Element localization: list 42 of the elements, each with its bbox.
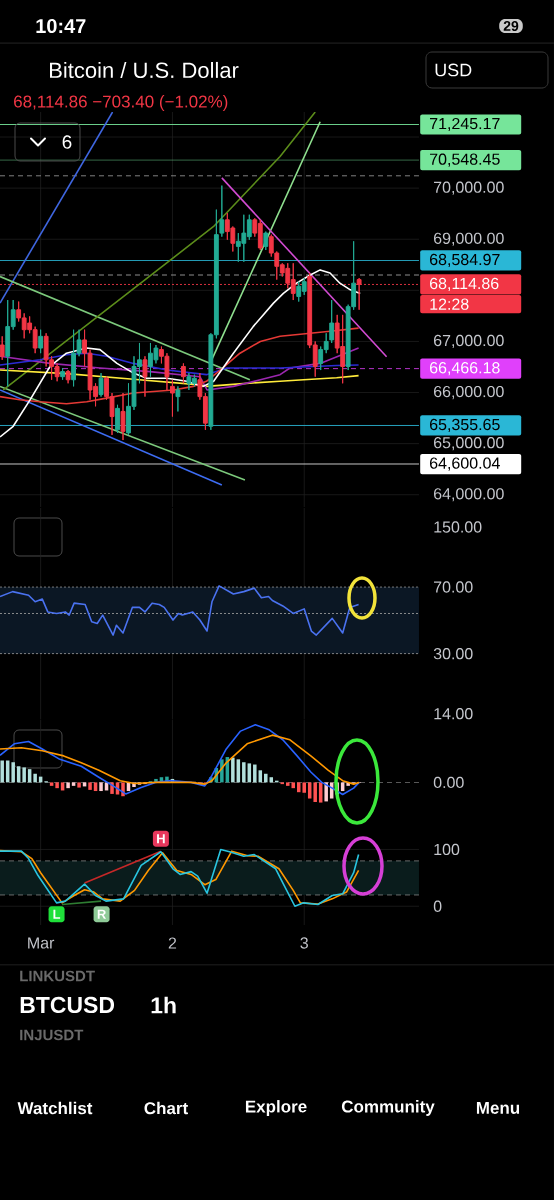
text: 10:47 (36, 18, 86, 34)
y-tick-label: 66,000.00 (434, 385, 504, 400)
ref-line-label: 70,548.45 (430, 153, 500, 167)
y-tick-label: 30.00 (433, 648, 473, 660)
x-tick-label: 2 (168, 937, 177, 949)
y-tick-label: 0 (433, 900, 442, 912)
text: INJUSDT (20, 1029, 84, 1041)
text: Watchlist (17, 1101, 93, 1115)
annotation: L (53, 909, 61, 919)
text: USD (435, 63, 472, 77)
annotation: R (97, 909, 107, 919)
text: BTCUSD (20, 996, 115, 1014)
text: Explore (245, 1100, 307, 1116)
ref-line-label: 71,245.17 (430, 117, 500, 132)
ref-line-label: 65,355.65 (430, 418, 500, 433)
chart-subtitle: 68,114.86 −703.40 (−1.02%) (14, 95, 228, 111)
ref-line-label: 68,114.86 (430, 277, 499, 292)
text: Chart (144, 1101, 188, 1115)
text: Menu (476, 1102, 520, 1114)
ref-line-label: 0.00 (433, 776, 464, 789)
x-tick-label: 3 (300, 937, 308, 949)
text: 29 (503, 21, 519, 31)
y-tick-label: 100 (434, 843, 460, 856)
y-tick-label: 70.00 (434, 581, 473, 593)
text: 12:28 (430, 298, 469, 310)
y-tick-label: 67,000.00 (434, 334, 504, 349)
y-tick-label: 150.00 (434, 521, 482, 533)
text: LINKUSDT (20, 970, 95, 982)
annotation: 6 (62, 135, 72, 149)
annotation: H (157, 834, 165, 844)
y-tick-label: 65,000.00 (434, 437, 504, 451)
chart-title: Bitcoin / U.S. Dollar (50, 61, 239, 79)
text: Community (341, 1100, 435, 1116)
x-tick-label: Mar (28, 937, 55, 949)
ref-line-label: 64,600.04 (430, 457, 500, 471)
y-tick-label: 70,000.00 (434, 181, 504, 195)
y-tick-label: 14.00 (434, 708, 473, 720)
ref-line-label: 66,466.18 (430, 362, 500, 376)
text: 1h (151, 996, 176, 1014)
y-tick-label: 64,000.00 (434, 488, 504, 502)
y-tick-label: 69,000.00 (434, 232, 504, 246)
ref-line-label: 68,584.97 (430, 253, 500, 268)
